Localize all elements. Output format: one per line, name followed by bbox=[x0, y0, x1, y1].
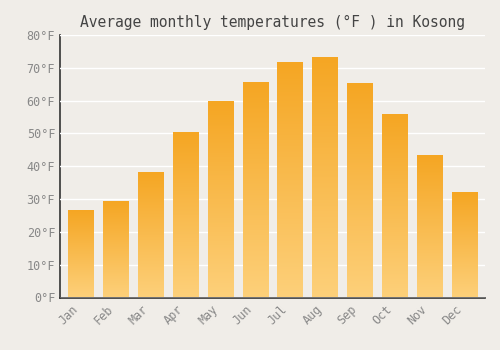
Title: Average monthly temperatures (°F ) in Kosong: Average monthly temperatures (°F ) in Ko… bbox=[80, 15, 465, 30]
